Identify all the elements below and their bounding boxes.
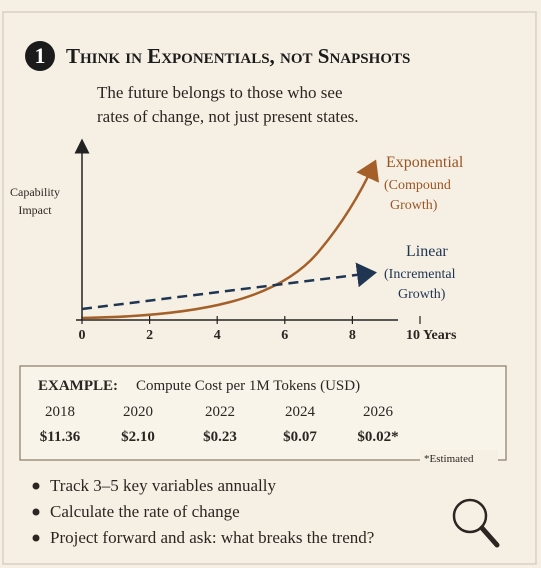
year-cell: 2026	[363, 404, 394, 420]
exponential-label: Exponential	[386, 154, 464, 171]
x-tick-label: 4	[214, 328, 221, 343]
y-axis-label: Capability	[10, 185, 60, 199]
note-bg	[420, 450, 498, 466]
year-cell: 2024	[285, 404, 316, 420]
bullet-dot	[32, 482, 40, 490]
exponential-desc: (Compound	[384, 178, 451, 193]
linear-desc: Growth)	[398, 287, 446, 302]
exponential-desc: Growth)	[390, 198, 438, 213]
year-cell: 2018	[45, 404, 75, 420]
y-axis-label: Impact	[18, 203, 52, 217]
linear-line	[81, 262, 377, 311]
year-cell: 2022	[205, 404, 235, 420]
linear-desc: (Incremental	[384, 267, 456, 282]
bullet-text: Calculate the rate of change	[50, 502, 240, 521]
bullet-list: Track 3–5 key variables annually Calculat…	[32, 476, 374, 547]
example-table: 2018 $11.36 2020 $2.10 2022 $0.23 2024 $0.07 202…	[40, 404, 399, 445]
cost-cell: $0.02*	[357, 429, 398, 445]
bullet-text: Project forward and ask: what breaks the…	[50, 528, 374, 547]
x-tick-label: 0	[79, 328, 86, 343]
number: 1	[35, 43, 46, 68]
example-label: EXAMPLE:	[38, 378, 118, 394]
subtitle-line: The future belongs to those who see	[97, 83, 343, 102]
subtitle-line: rates of change, not just present states…	[97, 107, 359, 126]
chart: Capability Impact Exponential (Compound …	[10, 138, 464, 343]
x-tick-label: 10 Years	[406, 328, 457, 343]
bullet-dot	[32, 534, 40, 542]
cost-cell: $0.23	[203, 429, 237, 445]
frame	[2, 11, 537, 565]
cost-cell: $2.10	[121, 429, 155, 445]
example-note: *Estimated	[424, 453, 474, 465]
number-badge	[25, 41, 55, 71]
magnifier-icon	[452, 498, 500, 548]
exponential-curve	[81, 159, 380, 320]
linear-label: Linear	[406, 243, 448, 260]
bullet-text: Track 3–5 key variables annually	[50, 476, 276, 495]
year-cell: 2020	[123, 404, 153, 420]
x-tick-label: 2	[146, 328, 153, 343]
title: Think in Exponentials, not Snapshots	[66, 44, 410, 68]
x-tick-label: 8	[349, 328, 356, 343]
cost-cell: $0.07	[283, 429, 317, 445]
x-tick-label: 6	[281, 328, 288, 343]
bullet-dot	[32, 508, 40, 516]
example-title: Compute Cost per 1M Tokens (USD)	[136, 378, 360, 394]
example-box	[19, 365, 507, 461]
cost-cell: $11.36	[40, 429, 81, 445]
